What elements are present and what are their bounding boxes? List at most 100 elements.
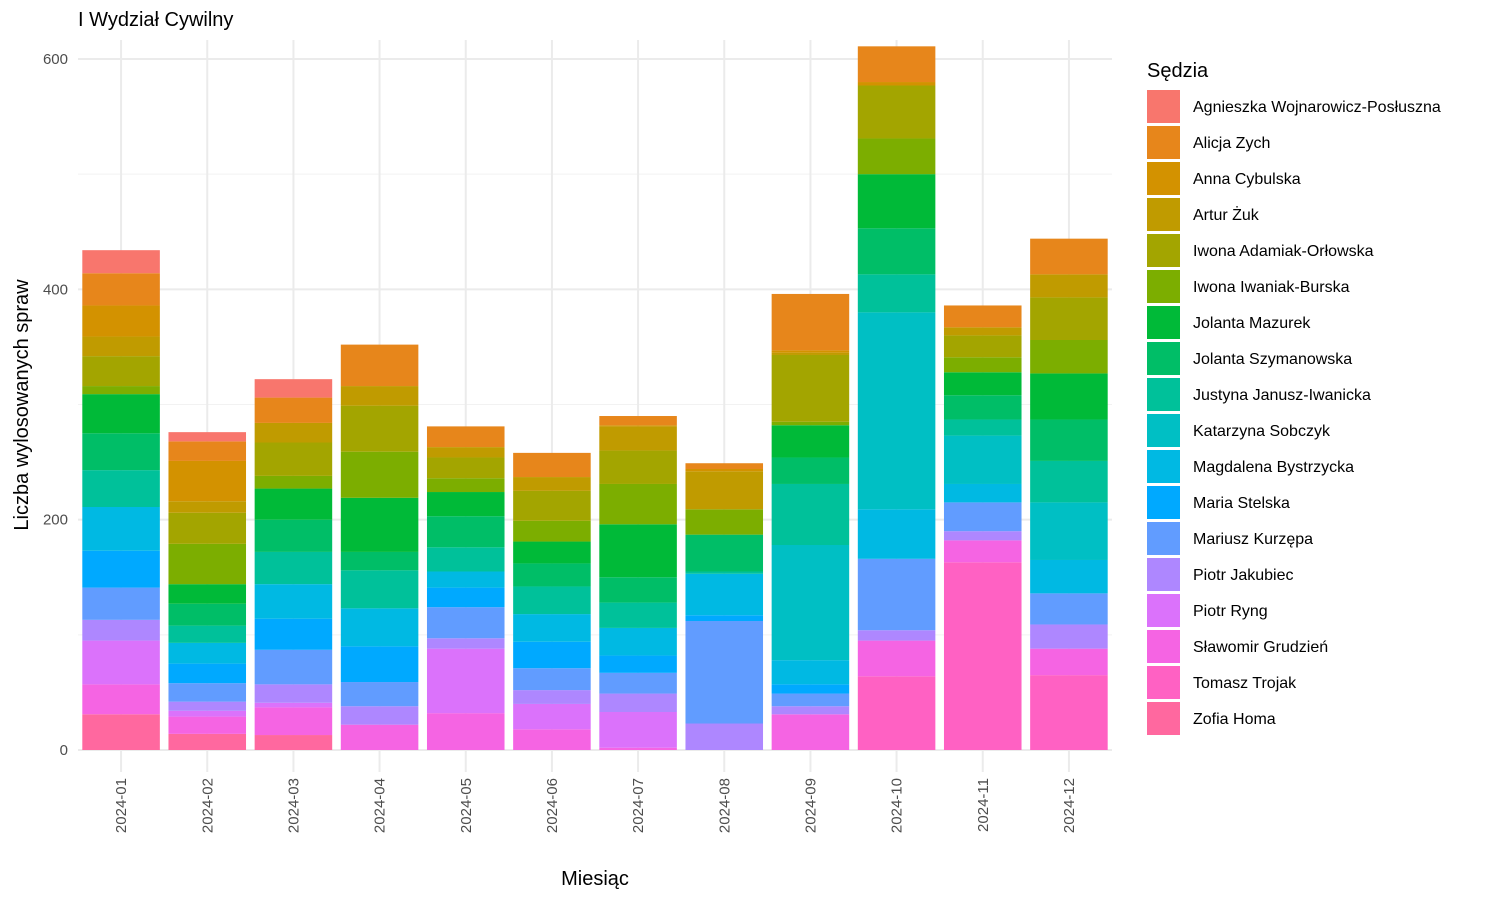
bar-segment (82, 470, 160, 507)
bar-segment (513, 668, 591, 691)
bar-segment (943, 419, 1022, 436)
bar-segment (857, 46, 936, 83)
bar-segment (254, 684, 333, 703)
bar-segment (426, 426, 505, 448)
bar-segment (599, 711, 677, 748)
legend-item: Justyna Janusz-Iwanicka (1147, 378, 1371, 411)
x-axis-title: Miesiąc (561, 868, 629, 890)
bar-segment (771, 684, 850, 694)
legend-title: Sędzia (1147, 60, 1209, 82)
bar-segment (168, 701, 247, 711)
bar-segment (168, 642, 247, 664)
x-tick-label: 2024-11 (975, 778, 992, 832)
bar-segment (685, 509, 764, 535)
legend-label: Maria Stelska (1193, 495, 1290, 512)
bar-segment (599, 577, 677, 603)
legend-swatch (1147, 414, 1180, 447)
bar-segment (857, 82, 936, 86)
bar-segment (168, 603, 247, 626)
bar-segment (513, 490, 591, 521)
bar-segment (943, 435, 1022, 484)
bar-segment (340, 724, 419, 750)
bar-segment (168, 441, 247, 461)
legend-swatch (1147, 702, 1180, 735)
bar-segment (599, 483, 677, 525)
bar-segment (340, 682, 419, 707)
legend-label: Justyna Janusz-Iwanicka (1193, 387, 1371, 404)
bar-segment (599, 450, 677, 484)
bar-segment (82, 356, 160, 387)
legend-label: Jolanta Szymanowska (1193, 351, 1352, 368)
bar-segment (340, 405, 419, 452)
legend-label: Piotr Ryng (1193, 603, 1268, 620)
x-tick-label: 2024-08 (716, 778, 733, 833)
x-tick-label: 2024-02 (199, 778, 216, 833)
legend-label: Agnieszka Wojnarowicz-Posłuszna (1193, 99, 1441, 116)
bar-segment (943, 395, 1022, 420)
bar-segment (1030, 502, 1108, 560)
legend-swatch (1147, 306, 1180, 339)
bar-segment (857, 85, 936, 139)
legend-item: Piotr Jakubiec (1147, 558, 1294, 591)
legend-label: Iwona Adamiak-Orłowska (1193, 243, 1374, 260)
bar-segment (1030, 593, 1108, 625)
bar-segment (1030, 419, 1108, 461)
bar-segment (1030, 274, 1108, 298)
legend-label: Alicja Zych (1193, 135, 1270, 152)
bar-segment (340, 386, 419, 406)
x-tick-label: 2024-06 (544, 778, 561, 833)
legend-item: Piotr Ryng (1147, 594, 1268, 627)
bar-segment (771, 421, 850, 426)
y-tick-label: 400 (43, 281, 68, 298)
bar-segment (943, 327, 1022, 336)
bar-segment (254, 707, 333, 736)
bar-segment (340, 646, 419, 683)
x-tick-label: 2024-10 (889, 778, 906, 833)
legend-item: Anna Cybulska (1147, 162, 1301, 195)
bar-segment (943, 540, 1022, 563)
legend-label: Katarzyna Sobczyk (1193, 423, 1331, 440)
bar-segment (599, 524, 677, 578)
legend-swatch (1147, 594, 1180, 627)
legend-label: Anna Cybulska (1193, 171, 1301, 188)
legend: Sędzia Agnieszka Wojnarowicz-Posłuszna Al… (1147, 60, 1441, 735)
bar-segment (857, 509, 936, 559)
bar-segment (513, 520, 591, 542)
bar-segment (857, 174, 936, 229)
legend-swatch (1147, 630, 1180, 663)
legend-swatch (1147, 198, 1180, 231)
bar-segment (254, 584, 333, 619)
bar-segment (513, 641, 591, 669)
bar-segment (685, 723, 764, 750)
bar-segment (857, 274, 936, 313)
bar-segment (254, 488, 333, 520)
bar-segment (857, 640, 936, 677)
bar-segment (943, 562, 1022, 750)
bar-segment (82, 394, 160, 434)
bar-segment (513, 563, 591, 587)
bar-segment (771, 483, 850, 546)
legend-swatch (1147, 666, 1180, 699)
bar-segment (599, 655, 677, 673)
bar-segment (857, 630, 936, 641)
bar-segment (254, 649, 333, 685)
bar-segment (340, 344, 419, 387)
legend-swatch (1147, 90, 1180, 123)
bar-segment (771, 457, 850, 484)
bar-segment (254, 422, 333, 443)
bar-segment (857, 558, 936, 631)
bar-segment (254, 735, 333, 750)
legend-item: Iwona Adamiak-Orłowska (1147, 234, 1374, 267)
bar-segment (857, 138, 936, 175)
bar-segment (82, 386, 160, 395)
bar-segment (513, 614, 591, 642)
legend-item: Sławomir Grudzień (1147, 630, 1328, 663)
bar-segment (1030, 340, 1108, 374)
bar-segment (168, 716, 247, 734)
bar-segment (168, 584, 247, 604)
bar-segment (513, 477, 591, 491)
bar-segment (599, 627, 677, 656)
legend-swatch (1147, 450, 1180, 483)
bar-segment (771, 350, 850, 353)
